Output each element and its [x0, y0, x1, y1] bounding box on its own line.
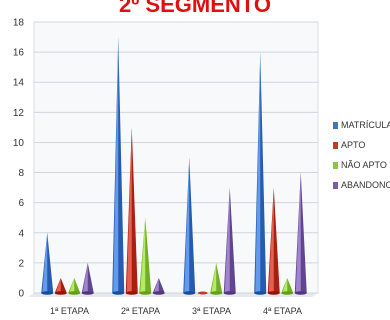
bar-n-o-apto-2: [139, 217, 152, 295]
legend-label: MATRÍCULA: [341, 120, 390, 130]
x-axis-categories: 1ª ETAPA 2ª ETAPA 3ª ETAPA 4ª ETAPA: [50, 306, 302, 316]
bar-apto-4: [267, 187, 280, 295]
y-tick-label: 2: [18, 258, 24, 269]
bars: [41, 37, 307, 295]
bar-apto-2: [125, 127, 138, 295]
bar-matr-cula-1: [41, 232, 54, 295]
gridlines: [34, 21, 318, 294]
bar-apto-1: [54, 277, 67, 295]
bar-abandono-1: [81, 262, 94, 295]
legend-label: APTO: [341, 140, 365, 150]
y-tick-label: 0: [18, 289, 24, 300]
bar-n-o-apto-4: [281, 277, 294, 295]
bar-matr-cula-4: [254, 52, 267, 295]
y-axis-ticks: 0 2 4 6 8 10 12 14 16 18: [13, 18, 25, 300]
y-tick-label: 4: [18, 228, 24, 239]
bar-abandono-3: [223, 187, 236, 295]
y-tick-label: 16: [13, 48, 25, 59]
legend-swatch: [333, 182, 338, 189]
bar-matr-cula-3: [183, 157, 196, 295]
x-category-label: 4ª ETAPA: [263, 306, 302, 316]
legend-swatch: [333, 142, 338, 149]
chart-title: 2º SEGMENTO: [119, 0, 271, 17]
y-tick-label: 12: [13, 108, 25, 119]
y-tick-label: 18: [13, 18, 25, 29]
bar-n-o-apto-1: [68, 277, 81, 295]
legend-label: ABANDONO: [341, 180, 390, 190]
x-category-label: 3ª ETAPA: [192, 306, 231, 316]
bar-matr-cula-2: [112, 37, 125, 295]
legend-swatch: [333, 122, 338, 129]
bar-abandono-2: [152, 277, 165, 295]
legend: MATRÍCULA APTO NÃO APTO ABANDONO: [333, 120, 390, 190]
bar-apto-3: [197, 291, 208, 295]
y-tick-label: 10: [13, 138, 25, 149]
x-category-label: 1ª ETAPA: [50, 306, 89, 316]
x-category-label: 2ª ETAPA: [121, 306, 160, 316]
y-tick-label: 14: [13, 78, 25, 89]
bar-abandono-4: [294, 172, 307, 295]
legend-label: NÃO APTO: [341, 160, 387, 170]
legend-swatch: [333, 162, 338, 169]
plot-background: [28, 21, 319, 297]
plot-floor: [28, 293, 318, 297]
bar-n-o-apto-3: [210, 262, 223, 295]
y-tick-label: 8: [18, 168, 24, 179]
y-tick-label: 6: [18, 198, 24, 209]
